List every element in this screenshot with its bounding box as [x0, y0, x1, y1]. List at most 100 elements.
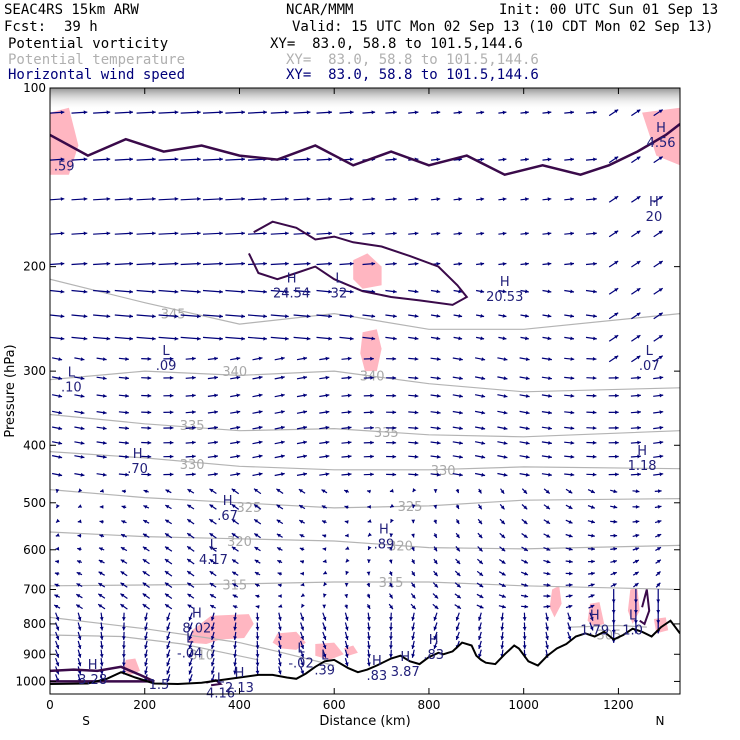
wind-arrowhead — [241, 157, 245, 162]
wind-arrowhead — [389, 645, 393, 649]
wind-arrowhead — [522, 636, 527, 640]
wind-arrowhead — [76, 594, 81, 598]
wind-arrowhead — [389, 654, 393, 658]
wind-arrowhead — [344, 636, 349, 640]
wind-arrowhead — [142, 604, 147, 608]
wind-arrowhead — [525, 262, 529, 266]
extremum-letter: H — [235, 666, 245, 681]
wind-arrowhead — [192, 425, 196, 430]
wind-arrowhead — [83, 336, 88, 341]
wind-arrowhead — [299, 505, 304, 509]
wind-arrowhead — [436, 376, 441, 380]
wind-arrowhead — [371, 261, 376, 266]
wind-arrowhead — [77, 626, 82, 631]
wind-arrowhead — [347, 440, 352, 445]
wind-arrowhead — [344, 583, 349, 587]
wind-arrowhead — [258, 454, 263, 459]
wind-arrowhead — [414, 393, 419, 398]
wind-arrowhead — [590, 583, 595, 587]
y-tick-label: 600 — [23, 543, 46, 557]
wind-arrowhead — [657, 505, 662, 509]
wind-arrowhead — [236, 425, 241, 430]
wind-arrowhead — [188, 635, 193, 640]
wind-arrowhead — [478, 645, 482, 649]
wind-arrowhead — [174, 197, 179, 201]
wind-arrowhead — [456, 594, 461, 599]
y-tick-label: 900 — [23, 647, 46, 661]
wind-arrowhead — [455, 616, 460, 621]
wind-arrowhead — [188, 662, 193, 667]
wind-arrowhead — [125, 376, 129, 380]
wind-arrowhead — [174, 110, 179, 115]
wind-arrowhead — [152, 157, 156, 162]
wind-arrowhead — [366, 571, 371, 576]
wind-arrowhead — [60, 336, 65, 341]
wind-arrowhead — [99, 617, 104, 621]
wind-arrowhead — [480, 314, 485, 318]
extremum-value: 24.54 — [273, 286, 310, 301]
wind-arrowhead — [479, 594, 484, 598]
wind-arrowhead — [277, 560, 282, 564]
wind-arrowhead — [525, 157, 529, 162]
wind-arrowhead — [635, 519, 640, 524]
wind-arrowhead — [659, 425, 664, 430]
extremum-value: .83 — [366, 669, 387, 684]
wind-arrowhead — [568, 559, 573, 564]
wind-arrowhead — [143, 533, 147, 538]
wind-arrowhead — [459, 376, 463, 381]
wind-arrowhead — [98, 604, 103, 608]
wind-arrowhead — [570, 440, 575, 445]
wind-arrowhead — [458, 197, 463, 202]
wind-arrowhead — [174, 336, 179, 341]
wind-arrowhead — [164, 559, 169, 563]
wind-arrowhead — [591, 559, 595, 564]
wind-arrowhead — [637, 440, 641, 445]
wind-arrowhead — [106, 261, 111, 266]
wind-arrowhead — [503, 426, 508, 431]
wind-arrowhead — [636, 355, 641, 360]
wind-arrowhead — [525, 197, 529, 202]
wind-arrowhead — [480, 157, 485, 162]
wind-arrowhead — [303, 472, 307, 477]
wind-arrowhead — [121, 489, 126, 494]
wind-arrowhead — [347, 472, 352, 477]
wind-arrowhead — [479, 583, 484, 588]
wind-arrowhead — [254, 547, 259, 551]
wind-arrowhead — [276, 519, 281, 524]
wind-arrowhead — [501, 583, 506, 587]
wind-arrowhead — [370, 393, 374, 398]
wind-arrowhead — [209, 559, 214, 563]
wind-arrowhead — [263, 289, 267, 294]
wind-arrowhead — [143, 520, 148, 524]
wind-arrowhead — [344, 489, 349, 494]
wind-arrowhead — [322, 534, 327, 538]
wind-arrowhead — [298, 489, 303, 493]
pv-fill-region — [187, 614, 254, 644]
wind-arrowhead — [55, 662, 60, 667]
wind-arrowhead — [99, 662, 104, 667]
wind-arrowhead — [345, 533, 349, 538]
wind-arrowhead — [436, 426, 441, 431]
wind-arrowhead — [144, 636, 148, 640]
wind-arrowhead — [303, 375, 307, 380]
wind-arrowhead — [459, 394, 463, 398]
wind-arrowhead — [169, 393, 174, 398]
wind-arrowhead — [478, 616, 482, 621]
wind-arrowhead — [548, 426, 552, 431]
plot-frame — [49, 87, 681, 695]
wind-arrowhead — [344, 653, 349, 658]
wind-arrowhead — [636, 156, 641, 161]
extremum-letter: L — [335, 271, 343, 286]
wind-arrowhead — [659, 375, 664, 380]
wind-arrowhead — [593, 157, 597, 162]
wind-arrowhead — [503, 472, 508, 477]
wind-arrowhead — [568, 604, 573, 609]
pv-fill-region — [50, 107, 79, 175]
wind-arrowhead — [241, 289, 245, 294]
wind-arrowhead — [187, 533, 192, 537]
extremum-letter: H — [223, 494, 233, 509]
wind-arrowhead — [411, 504, 416, 509]
y-tick-label: 500 — [23, 496, 46, 510]
wind-arrowhead — [166, 645, 170, 649]
